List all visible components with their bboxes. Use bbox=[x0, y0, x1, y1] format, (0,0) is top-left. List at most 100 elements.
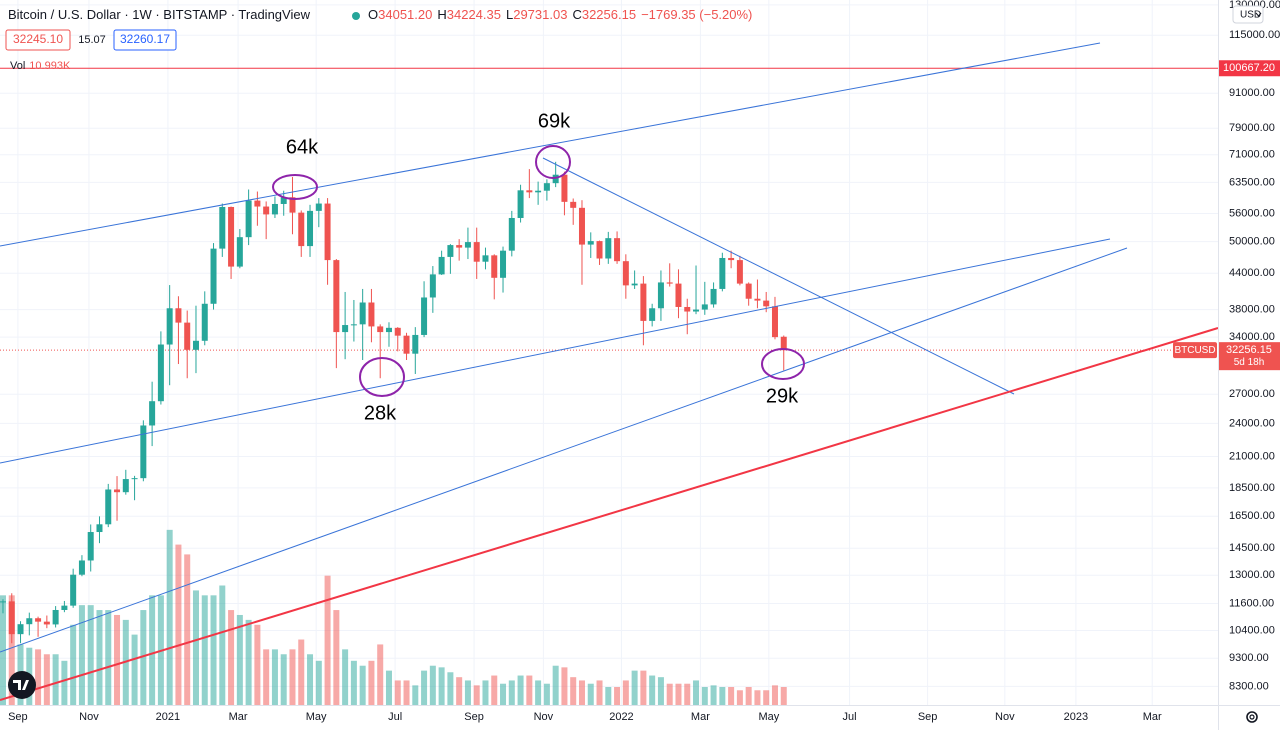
settings-icon[interactable] bbox=[1246, 711, 1258, 723]
volume-bar bbox=[657, 677, 664, 705]
candle-body bbox=[622, 261, 629, 286]
volume-bar bbox=[403, 680, 410, 705]
annotation: 29k bbox=[766, 385, 799, 407]
candle-body bbox=[763, 300, 770, 307]
volume-bar bbox=[271, 649, 278, 705]
volume-bar bbox=[8, 595, 15, 705]
spread: 15.07 bbox=[78, 34, 106, 46]
volume-bar bbox=[605, 686, 612, 705]
ask-box[interactable] bbox=[113, 29, 177, 51]
volume-bar bbox=[201, 595, 208, 705]
candle-body bbox=[631, 283, 638, 286]
volume-bar bbox=[561, 667, 568, 705]
candle-body bbox=[192, 340, 199, 350]
volume-bar bbox=[473, 685, 480, 705]
candle-body bbox=[298, 212, 305, 247]
x-tick-label: Nov bbox=[995, 711, 1015, 723]
volume-bar bbox=[640, 670, 647, 705]
volume-bar bbox=[0, 595, 6, 705]
candle-body bbox=[333, 260, 340, 333]
y-tick-label: 63500.00 bbox=[1229, 176, 1275, 188]
candle-body bbox=[0, 601, 6, 603]
x-tick-label: 2023 bbox=[1064, 711, 1088, 723]
volume-bar bbox=[482, 680, 489, 705]
volume-bar bbox=[350, 660, 357, 705]
candle-body bbox=[649, 308, 656, 321]
candle-body bbox=[710, 288, 717, 305]
x-tick-label: Jul bbox=[388, 711, 402, 723]
candle-body bbox=[131, 478, 138, 480]
volume-bar bbox=[43, 654, 50, 705]
volume-bar bbox=[70, 624, 77, 705]
volume-bar bbox=[359, 665, 366, 705]
candle-body bbox=[245, 200, 252, 238]
trend-line bbox=[542, 157, 1015, 395]
volume-bar bbox=[622, 680, 629, 705]
legend-change: −1769.35 (−5.20%) bbox=[641, 7, 752, 22]
candle-body bbox=[535, 190, 542, 193]
candle-body bbox=[385, 327, 392, 333]
candle-body bbox=[482, 255, 489, 262]
circle-marker bbox=[535, 145, 571, 179]
volume-title: Vol bbox=[10, 60, 25, 72]
candle-body bbox=[508, 217, 515, 251]
volume-bar bbox=[736, 690, 743, 705]
volume-bar bbox=[491, 675, 498, 705]
candle-body bbox=[368, 302, 375, 327]
legend-key: O bbox=[368, 7, 378, 22]
x-tick-label: May bbox=[758, 711, 779, 723]
y-tick-label: 9300.00 bbox=[1229, 652, 1269, 664]
volume-bar bbox=[517, 675, 524, 705]
bid-box[interactable] bbox=[5, 29, 71, 51]
status-dot bbox=[352, 12, 360, 20]
volume-bar bbox=[298, 639, 305, 705]
legend-key: L bbox=[506, 7, 513, 22]
candle-body bbox=[26, 618, 33, 625]
title: Bitcoin / U.S. Dollar · 1W · BITSTAMP · … bbox=[8, 7, 311, 22]
candle-body bbox=[315, 203, 322, 211]
x-tick-label: Sep bbox=[8, 711, 28, 723]
currency-select[interactable] bbox=[1232, 5, 1264, 24]
x-tick-label: Jul bbox=[843, 711, 857, 723]
candle-body bbox=[456, 245, 463, 248]
volume-bar bbox=[719, 686, 726, 705]
volume-bar bbox=[596, 680, 603, 705]
candle-body bbox=[719, 257, 726, 289]
candle-body bbox=[526, 190, 533, 193]
candle-body bbox=[693, 309, 700, 312]
volume-bar bbox=[754, 690, 761, 705]
x-tick-label: Sep bbox=[918, 711, 938, 723]
legend-value: 29731.03 bbox=[513, 7, 567, 22]
volume-bar bbox=[289, 649, 296, 705]
volume-bar bbox=[666, 683, 673, 705]
y-tick-label: 10400.00 bbox=[1229, 624, 1275, 636]
candle-body bbox=[184, 322, 191, 350]
circle-marker bbox=[761, 348, 805, 380]
volume-bar bbox=[385, 670, 392, 705]
y-tick-label: 130000.00 bbox=[1229, 0, 1280, 11]
last-price-box bbox=[1219, 342, 1280, 371]
volume-bar bbox=[105, 610, 112, 705]
y-tick-label: 91000.00 bbox=[1229, 87, 1275, 99]
volume-bar bbox=[526, 675, 533, 705]
candle-body bbox=[263, 206, 270, 215]
annotation: 64k bbox=[286, 136, 319, 158]
candles bbox=[0, 161, 787, 644]
volume-bar bbox=[578, 680, 585, 705]
candle-body bbox=[429, 274, 436, 298]
volume-bar bbox=[447, 672, 454, 705]
volume-value: 10.993K bbox=[29, 60, 71, 72]
volume-bar bbox=[500, 683, 507, 705]
y-tick-label: 11600.00 bbox=[1229, 597, 1274, 609]
y-tick-label: 14500.00 bbox=[1229, 542, 1275, 554]
circle-marker bbox=[359, 357, 405, 397]
volume-bar bbox=[324, 575, 331, 705]
volume-bar bbox=[508, 680, 515, 705]
legend-key: C bbox=[572, 7, 581, 22]
volume-bar bbox=[263, 649, 270, 705]
candle-body bbox=[640, 283, 647, 321]
candle-body bbox=[324, 203, 331, 261]
gear[interactable] bbox=[1246, 711, 1258, 723]
candle-body bbox=[8, 601, 15, 635]
